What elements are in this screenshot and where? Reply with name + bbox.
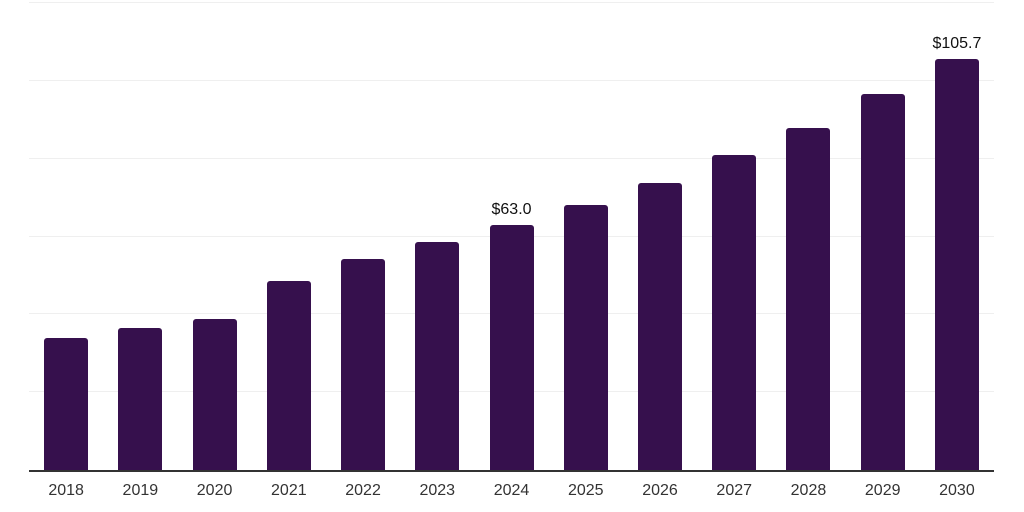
bar-column-2024: $63.0 (474, 3, 548, 470)
x-tick-2029: 2029 (864, 482, 901, 499)
bar-2026[interactable] (637, 183, 682, 470)
x-tick-2028: 2028 (790, 482, 827, 499)
gridline-100 (29, 79, 994, 81)
bar-column-2023 (400, 3, 474, 470)
x-tick-2023: 2023 (419, 482, 456, 499)
bar-2028[interactable] (786, 127, 831, 470)
bar-2020[interactable] (192, 318, 237, 470)
bar-2018[interactable] (44, 337, 89, 470)
bar-column-2028 (771, 3, 845, 470)
x-tick-2024: 2024 (493, 482, 530, 499)
bar-column-2021 (252, 3, 326, 470)
plot-area: $63.0 $105.7 (29, 2, 994, 472)
bar-2025[interactable] (563, 205, 608, 470)
bar-column-2022 (326, 3, 400, 470)
bar-column-2019 (103, 3, 177, 470)
bar-2030[interactable] (934, 58, 979, 470)
gridline-80 (29, 157, 994, 159)
bar-column-2026 (623, 3, 697, 470)
x-tick-2025: 2025 (567, 482, 604, 499)
x-tick-2022: 2022 (345, 482, 381, 499)
bar-column-2025 (549, 3, 623, 470)
bars-row: $63.0 $105.7 (29, 3, 994, 470)
bar-2024[interactable] (489, 224, 534, 470)
x-tick-2026: 2026 (642, 482, 678, 499)
x-tick-2030: 2030 (939, 482, 975, 499)
value-label-2024: $63.0 (491, 200, 532, 218)
x-tick-2019: 2019 (122, 482, 159, 499)
x-axis-labels: 2018 2019 2020 2021 2022 2023 2024 2025 2026 2027… (29, 482, 994, 500)
bar-2029[interactable] (860, 94, 905, 470)
bar-column-2027 (697, 3, 771, 470)
x-tick-2018: 2018 (48, 482, 84, 499)
x-tick-2027: 2027 (716, 482, 753, 499)
bar-column-2030: $105.7 (920, 3, 994, 470)
value-label-2030: $105.7 (932, 34, 982, 52)
gridline-120 (29, 2, 994, 3)
x-tick-2020: 2020 (196, 482, 233, 499)
bar-column-2018 (29, 3, 103, 470)
bar-column-2029 (846, 3, 920, 470)
bar-2021[interactable] (266, 280, 311, 470)
bar-2023[interactable] (415, 241, 460, 470)
bar-column-2020 (177, 3, 251, 470)
x-tick-2021: 2021 (271, 482, 307, 499)
bar-2019[interactable] (118, 327, 163, 470)
bar-2027[interactable] (712, 154, 757, 470)
bar-2022[interactable] (341, 258, 386, 470)
